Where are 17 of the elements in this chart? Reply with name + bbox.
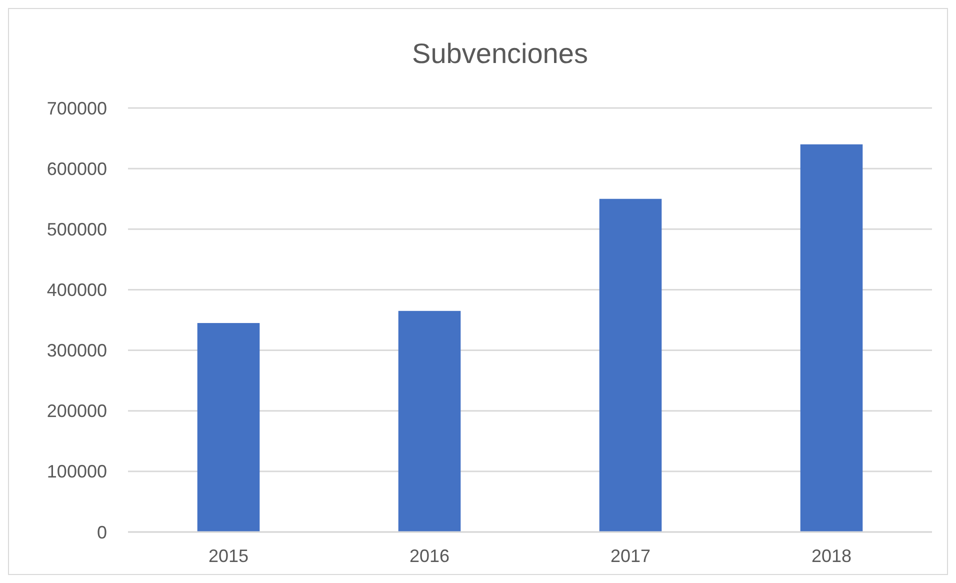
y-tick-label: 300000 [46, 340, 107, 361]
bar [398, 310, 461, 532]
y-tick-label: 0 [96, 522, 107, 542]
chart-title: Subvenciones [412, 38, 588, 69]
y-tick-label: 400000 [46, 280, 107, 300]
y-tick-label: 700000 [46, 98, 107, 118]
y-tick-label: 600000 [46, 158, 107, 179]
x-tick-label: 2016 [409, 546, 450, 566]
x-tick-label: 2015 [208, 546, 249, 566]
x-tick-label: 2017 [610, 546, 651, 566]
bar [197, 323, 260, 532]
y-tick-label: 200000 [46, 401, 107, 422]
bar [599, 198, 662, 532]
bar [800, 144, 863, 532]
x-tick-label: 2018 [811, 546, 852, 566]
y-tick-label: 500000 [46, 219, 107, 240]
y-tick-label: 100000 [46, 462, 107, 482]
